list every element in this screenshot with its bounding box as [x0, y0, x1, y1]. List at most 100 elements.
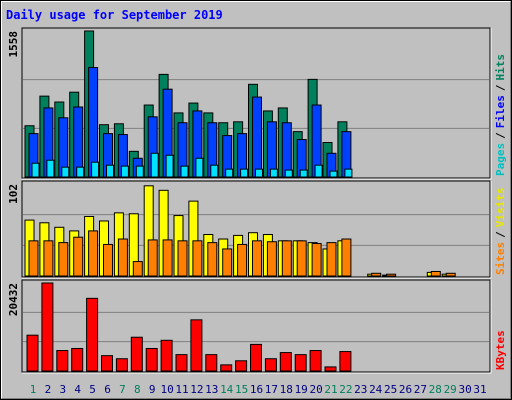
bar — [237, 243, 248, 277]
x-tick-label: 12 — [190, 383, 203, 396]
bar — [294, 354, 307, 372]
bar — [326, 242, 337, 277]
x-tick-label: 27 — [414, 383, 427, 396]
bar — [101, 355, 113, 372]
bar — [177, 240, 188, 277]
x-tick-label: 9 — [149, 383, 156, 396]
bar — [296, 240, 307, 277]
bar — [281, 122, 292, 178]
x-tick-label: 13 — [205, 383, 218, 396]
x-tick-label: 17 — [265, 383, 278, 396]
bar — [205, 354, 218, 372]
bar — [46, 159, 55, 178]
bar — [264, 358, 277, 372]
x-tick-label: 28 — [429, 383, 442, 396]
bar — [73, 236, 84, 277]
bar — [162, 239, 173, 277]
chart-title: Daily usage for September 2019 — [6, 8, 223, 22]
bar — [252, 96, 262, 178]
panel-highlight — [22, 280, 492, 374]
bar — [115, 358, 128, 372]
x-tick-label: 4 — [74, 383, 81, 396]
bar — [344, 168, 353, 178]
bar — [76, 166, 85, 178]
bar — [220, 364, 233, 372]
x-tick-label: 22 — [339, 383, 352, 396]
x-tick-label: 15 — [235, 383, 248, 396]
legend: Sites / Visits — [494, 188, 507, 276]
bar — [235, 360, 248, 372]
bar — [120, 165, 129, 178]
bar — [192, 240, 203, 277]
x-tick-label: 19 — [295, 383, 308, 396]
bar — [309, 350, 322, 372]
bar — [279, 352, 292, 372]
x-tick-label: 21 — [324, 383, 337, 396]
bar — [222, 248, 233, 277]
bar — [26, 334, 39, 372]
bar — [190, 319, 203, 372]
y-tick-label: 1558 — [7, 31, 20, 58]
legend-separator: / — [494, 231, 507, 238]
x-tick-label: 11 — [175, 383, 188, 396]
bar — [28, 240, 39, 277]
x-tick-label: 30 — [458, 383, 471, 396]
legend-entry: Hits — [494, 54, 507, 81]
bar — [88, 67, 99, 178]
x-tick-label: 2 — [45, 383, 52, 396]
bar — [117, 238, 128, 277]
bar — [180, 165, 189, 178]
legend-entry: Files — [494, 95, 507, 128]
bar — [195, 157, 204, 178]
bar — [314, 164, 323, 178]
bar — [150, 152, 159, 178]
bar — [106, 164, 114, 178]
bar — [135, 165, 144, 178]
x-tick-label: 20 — [309, 383, 322, 396]
bar — [255, 168, 263, 178]
bar — [299, 169, 308, 178]
x-tick-label: 29 — [444, 383, 457, 396]
legend-entry: KBytes — [494, 330, 507, 370]
bar — [341, 238, 352, 277]
panel-highlight — [22, 28, 492, 180]
bar — [240, 168, 249, 178]
bar — [160, 339, 173, 372]
bar — [445, 272, 456, 277]
bar — [86, 297, 99, 372]
bar — [269, 168, 278, 178]
bar — [132, 261, 143, 277]
legend-separator: / — [494, 84, 507, 91]
x-tick-label: 26 — [399, 383, 412, 396]
x-tick-label: 14 — [220, 383, 234, 396]
bar — [165, 154, 174, 178]
panel-highlight — [22, 181, 492, 279]
bar — [329, 170, 338, 178]
bar — [225, 168, 234, 178]
x-tick-label: 1 — [30, 383, 37, 396]
bar — [31, 162, 40, 178]
y-tick-label: 20432 — [7, 283, 20, 316]
x-tick-label: 6 — [104, 383, 111, 396]
bar — [266, 241, 277, 277]
bar — [91, 161, 100, 178]
x-tick-label: 25 — [384, 383, 397, 396]
y-tick-label: 102 — [7, 184, 20, 204]
legend-entry: Pages — [494, 143, 507, 176]
bar — [339, 351, 352, 372]
bar — [73, 106, 84, 178]
bar — [284, 169, 293, 178]
bar — [207, 242, 218, 277]
bar — [252, 240, 262, 277]
bar — [58, 242, 69, 277]
legend-separator: / — [494, 132, 507, 139]
bar — [324, 366, 337, 372]
bar — [371, 272, 382, 277]
bar — [88, 230, 99, 277]
bar — [250, 343, 262, 372]
legend-entry: Sites — [494, 242, 507, 275]
